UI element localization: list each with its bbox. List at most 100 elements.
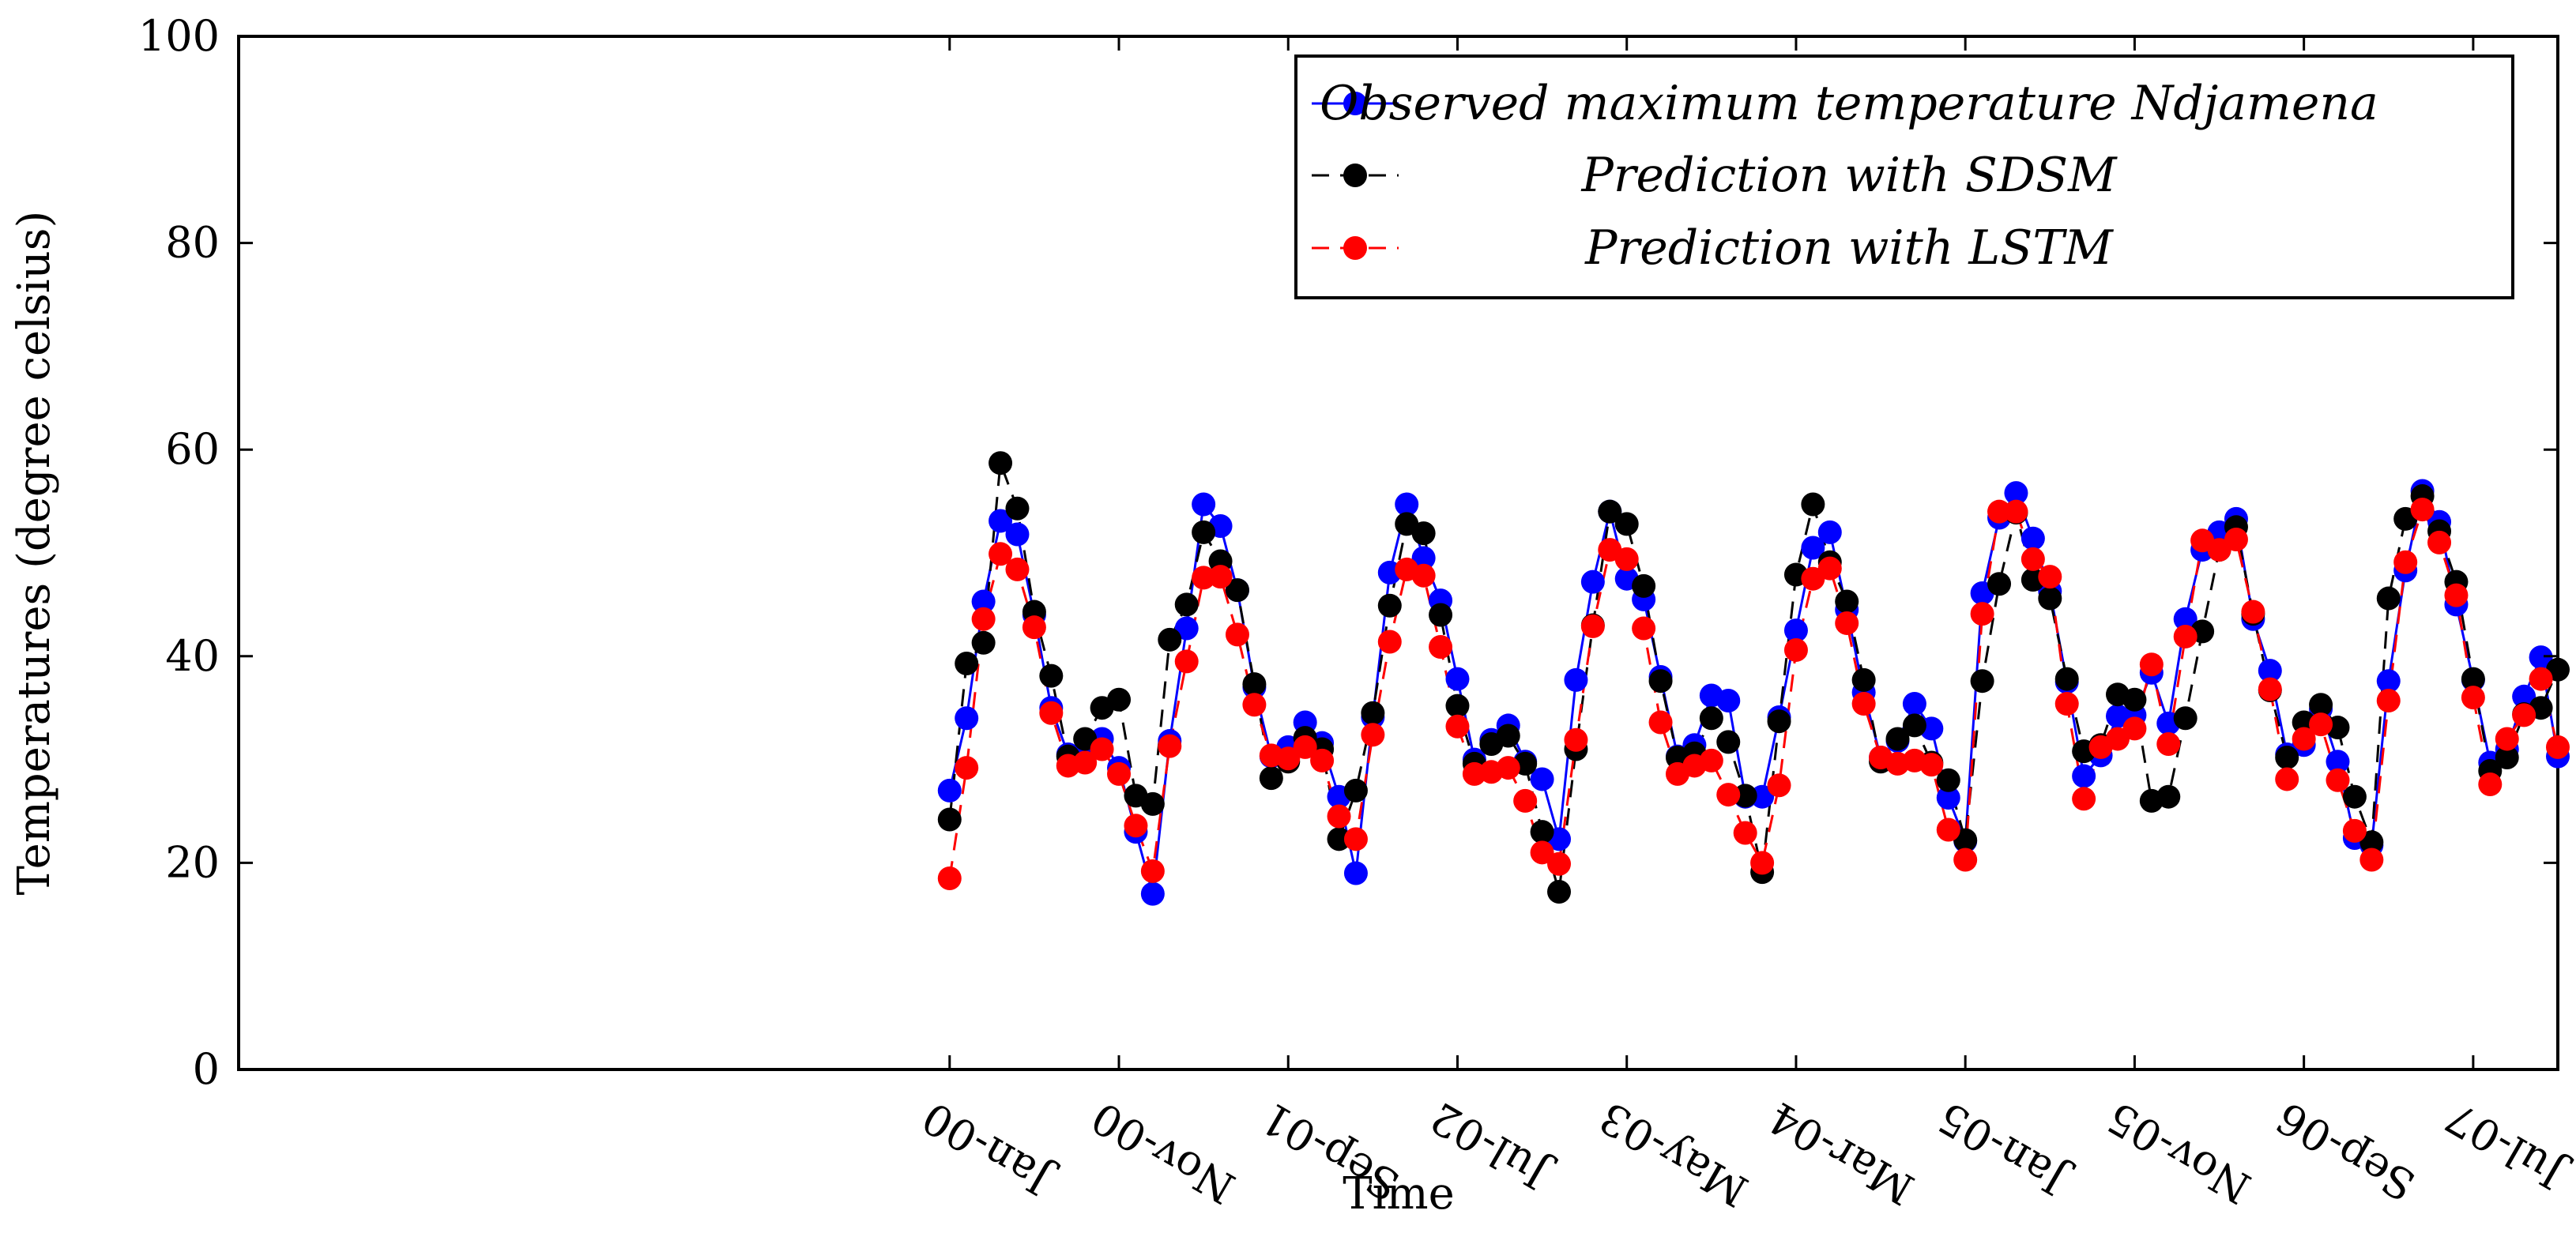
data-point-s2 (1496, 756, 1520, 780)
data-point-s2 (1140, 859, 1165, 883)
data-point-s0 (1750, 784, 1775, 809)
data-point-s0 (2529, 645, 2553, 670)
data-point-s1 (1614, 512, 1639, 536)
data-point-s1 (1530, 820, 1554, 844)
data-point-s2 (1716, 783, 1741, 807)
data-point-s2 (2546, 735, 2570, 759)
data-point-s2 (1767, 773, 1791, 798)
data-point-s2 (1174, 649, 1199, 674)
data-point-s1 (1377, 593, 1402, 618)
data-point-s2 (2478, 772, 2503, 796)
data-point-s2 (1242, 693, 1267, 717)
data-point-s2 (2444, 583, 2469, 607)
data-point-s2 (1733, 821, 1757, 845)
data-point-s0 (2021, 526, 2045, 551)
legend: Observed maximum temperature Ndjamena Pre… (1294, 55, 2514, 299)
data-point-s2 (2054, 691, 2079, 716)
data-point-s2 (1987, 499, 2012, 524)
data-point-s2 (1783, 637, 1808, 662)
legend-label-0: Observed maximum temperature Ndjamena (1320, 76, 2378, 131)
data-point-s1 (1005, 496, 1030, 521)
data-point-s2 (2156, 731, 2181, 756)
legend-marker-2 (1343, 236, 1367, 260)
data-point-s1 (2156, 784, 2181, 809)
y-axis: 0 20 40 60 80 100 (138, 11, 2558, 1094)
data-point-s2 (1817, 556, 1842, 581)
data-point-s1 (1598, 499, 1622, 524)
data-point-s0 (1174, 616, 1199, 641)
legend-label-2: Prediction with LSTM (1584, 220, 2114, 276)
legend-marker-0 (1343, 92, 1367, 115)
x-tick-label: Jul-07 (2438, 1092, 2576, 1201)
data-point-s1 (1242, 672, 1267, 697)
data-point-s0 (1580, 569, 1605, 594)
data-point-s1 (2309, 693, 2333, 717)
data-point-s2 (989, 542, 1013, 566)
data-point-s2 (1564, 727, 1588, 752)
data-point-s2 (1124, 814, 1148, 838)
data-point-s0 (2173, 607, 2198, 631)
data-point-s1 (2495, 745, 2519, 769)
data-point-s0 (2376, 669, 2401, 694)
data-point-s2 (1580, 614, 1605, 638)
y-tick-label: 40 (165, 631, 220, 681)
y-tick-label: 100 (138, 11, 220, 61)
data-point-s2 (1648, 710, 1673, 735)
data-point-s2 (1276, 746, 1301, 771)
data-point-s1 (1445, 694, 1470, 718)
data-point-s0 (1005, 522, 1030, 547)
data-point-s1 (2038, 586, 2062, 611)
data-point-s1 (2122, 687, 2147, 712)
data-point-s1 (1496, 724, 1520, 748)
data-point-s2 (1513, 788, 1538, 813)
data-point-s2 (2241, 600, 2265, 624)
data-point-s2 (1411, 563, 1436, 588)
data-point-s2 (1310, 748, 1335, 772)
x-tick-label: Nov-05 (2099, 1092, 2258, 1213)
data-point-s2 (2376, 689, 2401, 713)
data-point-s1 (1801, 492, 1825, 517)
data-point-s1 (1158, 627, 1182, 652)
data-point-s2 (2393, 550, 2418, 574)
data-point-s1 (1885, 727, 1910, 751)
data-point-s0 (1716, 689, 1741, 713)
data-point-s2 (1377, 630, 1402, 654)
data-point-s0 (1936, 785, 1960, 810)
data-point-s0 (2258, 659, 2282, 683)
data-point-s0 (2072, 764, 2096, 788)
data-point-s2 (955, 756, 979, 780)
y-tick-label: 80 (165, 218, 220, 268)
data-point-s0 (2004, 481, 2028, 506)
data-point-s2 (1107, 761, 1132, 786)
data-point-s1 (2054, 667, 2079, 691)
x-tick-label: Jan-00 (914, 1092, 1063, 1207)
y-tick-label: 20 (165, 837, 220, 887)
data-point-s2 (2427, 530, 2452, 554)
data-point-s1 (1902, 713, 1926, 738)
data-point-s2 (1090, 737, 1114, 761)
data-point-s1 (1429, 603, 1453, 627)
data-point-s2 (1835, 611, 1859, 635)
data-point-s2 (1614, 547, 1639, 571)
data-point-s2 (1361, 723, 1385, 747)
data-point-s2 (2309, 712, 2333, 737)
data-point-s1 (1699, 706, 1723, 731)
x-tick-label: Mar-04 (1761, 1092, 1923, 1215)
data-point-s1 (1835, 589, 1859, 614)
legend-box (1294, 55, 2514, 299)
data-point-s2 (937, 866, 962, 891)
data-point-s1 (1411, 521, 1436, 546)
data-point-s2 (2326, 768, 2350, 792)
x-tick-label: Sep-06 (2269, 1092, 2423, 1211)
x-tick-label: Jan-05 (1930, 1092, 2078, 1207)
data-point-s0 (971, 589, 996, 614)
data-point-s2 (1327, 804, 1351, 829)
data-point-s1 (1192, 520, 1216, 544)
data-point-s0 (1343, 861, 1368, 885)
data-point-s2 (2495, 727, 2519, 751)
data-point-s0 (937, 778, 962, 803)
data-point-s0 (2512, 684, 2536, 709)
data-point-s1 (2376, 586, 2401, 611)
data-point-s2 (2004, 499, 2028, 524)
